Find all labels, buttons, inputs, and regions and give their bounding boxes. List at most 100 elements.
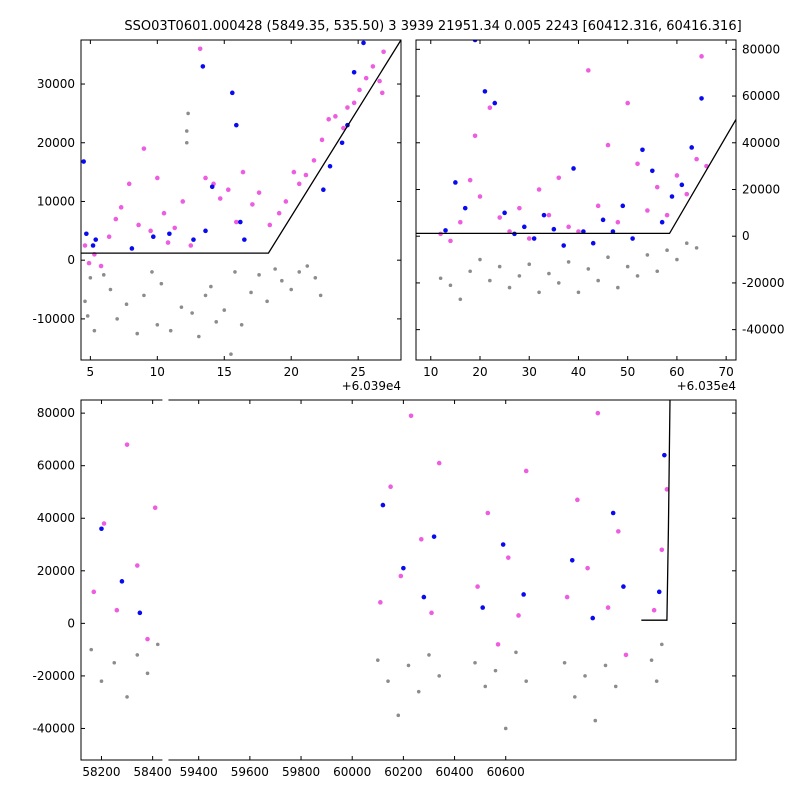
y-tick-label: 20000 [37, 564, 75, 578]
data-point-gray [503, 726, 508, 731]
data-point-blue [200, 64, 206, 69]
data-point-pink [526, 236, 532, 241]
data-point-gray [416, 689, 421, 694]
data-point-pink [477, 194, 483, 199]
data-point-pink [556, 175, 562, 181]
data-point-gray [573, 695, 577, 699]
data-point-gray [684, 241, 689, 246]
data-point-pink [388, 484, 393, 490]
data-point-gray [488, 278, 492, 283]
data-point-gray [233, 270, 237, 274]
data-point-pink [635, 161, 640, 167]
x-tick-label: 20 [284, 365, 299, 379]
data-point-blue [242, 237, 247, 242]
x-offset-label: +6.039e4 [342, 379, 401, 393]
data-point-gray [179, 305, 184, 309]
data-point-pink [256, 190, 262, 195]
data-point-blue [621, 584, 626, 589]
data-point-blue [590, 615, 596, 621]
data-point-pink [378, 600, 383, 605]
data-point-pink [86, 260, 92, 266]
data-point-gray [654, 679, 659, 683]
data-point-pink [674, 173, 680, 178]
data-point-blue [656, 589, 662, 595]
data-point-blue [203, 228, 208, 234]
data-point-pink [82, 243, 88, 248]
data-point-blue [421, 594, 427, 600]
data-point-blue [662, 452, 667, 458]
data-point-gray [583, 674, 587, 678]
y-tick-label: 0 [67, 253, 75, 267]
data-point-gray [135, 331, 140, 336]
data-point-pink [345, 105, 350, 110]
data-point-gray [89, 647, 94, 652]
data-point-gray [613, 684, 618, 689]
y-tick-label: 80000 [37, 406, 75, 420]
data-point-pink [475, 584, 480, 589]
data-point-pink [114, 607, 120, 613]
data-point-gray [289, 287, 294, 292]
x-tick-label: 5 [87, 365, 95, 379]
data-point-pink [472, 133, 478, 139]
data-point-gray [184, 129, 189, 133]
y-tick-label: -10000 [32, 312, 75, 326]
data-point-gray [265, 299, 269, 304]
data-point-blue [650, 168, 655, 174]
data-point-pink [101, 521, 107, 526]
data-point-blue [234, 122, 239, 128]
data-point-pink [564, 594, 570, 600]
data-point-pink [319, 137, 325, 143]
data-point-pink [575, 497, 580, 503]
data-point-blue [531, 236, 537, 241]
data-point-gray [112, 660, 117, 665]
data-point-pink [165, 240, 171, 245]
data-point-blue [321, 187, 326, 193]
x-tick-label: 40 [571, 365, 586, 379]
data-point-blue [191, 237, 196, 242]
y-tick-label: 10000 [37, 194, 75, 208]
data-point-gray [635, 274, 640, 278]
data-point-pink [495, 642, 501, 647]
data-point-blue [502, 210, 507, 216]
data-point-blue [472, 40, 478, 43]
data-point-blue [238, 219, 243, 225]
data-point-blue [90, 243, 96, 248]
data-point-gray [155, 642, 160, 647]
x-tick-label: 10 [423, 365, 438, 379]
data-point-pink [225, 187, 231, 193]
data-point-gray [239, 322, 244, 327]
x-tick-label: 20 [472, 365, 487, 379]
data-point-gray [438, 276, 443, 281]
data-point-blue [443, 228, 448, 233]
data-point-gray [603, 663, 608, 668]
plot-area [81, 40, 401, 356]
data-point-pink [370, 64, 376, 69]
data-point-gray [427, 653, 431, 657]
data-point-pink [605, 142, 611, 148]
data-point-pink [291, 169, 297, 175]
y-tick-label: 60000 [742, 89, 780, 103]
data-point-pink [341, 125, 346, 131]
data-point-pink [605, 605, 611, 610]
data-point-gray [190, 311, 194, 315]
y-tick-label: 80000 [742, 42, 780, 56]
data-point-blue [380, 502, 386, 508]
data-point-gray [184, 140, 189, 145]
data-point-pink [381, 49, 386, 55]
data-point-gray [645, 253, 650, 257]
x-tick-label: 15 [217, 365, 232, 379]
data-point-pink [429, 610, 434, 616]
data-point-pink [566, 224, 571, 230]
data-point-blue [209, 184, 215, 190]
axes-frame [415, 39, 737, 361]
data-point-blue [522, 224, 527, 230]
data-point-pink [351, 100, 357, 106]
data-point-gray [625, 264, 630, 269]
data-point-pink [505, 555, 511, 560]
axes-frame [80, 39, 402, 361]
data-point-gray [313, 275, 318, 280]
data-point-blue [119, 579, 125, 584]
data-point-gray [150, 270, 154, 274]
data-point-pink [418, 536, 424, 542]
data-point-pink [398, 573, 404, 579]
